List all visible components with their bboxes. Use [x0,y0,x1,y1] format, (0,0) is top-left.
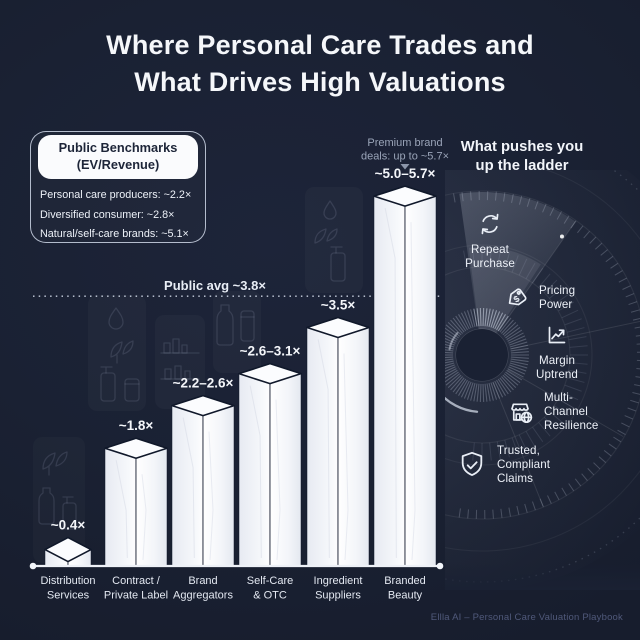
chart-text: ~5.0–5.7× [375,166,436,181]
ladder-label: Power [539,298,573,311]
bar-pillar [373,185,437,567]
chart-text: Public avg ~3.8× [164,278,266,293]
ladder-item-margin-uptrend: Margin Uptrend [521,320,593,382]
ladder-label: Uptrend [536,368,578,382]
benchmarks-heading-line-1: Public Benchmarks [58,140,178,155]
decor-panel [305,187,363,293]
bar-pillar [171,394,235,567]
chart-text: ~1.8× [119,418,154,433]
pump-bottle-icon [62,496,74,504]
leaf-icon [110,340,134,364]
benchmarks-card: Public Benchmarks (EV/Revenue) Personal … [30,131,206,243]
price-tag-icon: $ [500,282,532,314]
store-globe-icon [503,395,537,429]
tube-icon [124,378,140,402]
chart-text: Premium brand [367,137,442,149]
margin-chart-icon [542,320,572,350]
ladder-label: Multi- [544,391,573,404]
bar-category-label: Ingredient Suppliers [314,575,363,602]
bar-chart-graphic: Public avg ~3.8× ~0.4× Distribution Service… [29,137,449,602]
chart-text: deals: up to ~5.7× [361,151,449,163]
title-line-1: Where Personal Care Trades and [106,30,534,60]
tube-icon [240,310,255,342]
title-line-2: What Drives High Valuations [134,67,506,97]
shelf-icon [160,352,200,380]
ladder-label: Trusted, [497,444,540,457]
bar-category-label: Brand Aggregators [173,575,233,602]
ladder-label: Margin [538,354,576,367]
chart-text: ~2.6–3.1× [240,344,301,359]
bar-category-label: Contract / Private Label [104,575,168,602]
benchmark-item: Diversified consumer: ~2.8× [40,208,175,221]
pump-bottle-icon [330,246,343,254]
shield-check-icon [454,447,490,483]
ladder-item-trusted-claims: Trusted, Compliant Claims [454,444,550,487]
droplet-icon [108,307,124,330]
bar-pillar [44,536,92,567]
attribution: Ellla AI – Personal Care Valuation Playb… [430,612,623,623]
chart-text: ~2.2–2.6× [173,376,234,391]
valuation-bar-chart: Public avg ~3.8× ~0.4× Distribution Service… [15,125,455,625]
ladder-label: Repeat [471,243,509,256]
ladder-label: Claims [497,472,534,486]
dial-graphic [445,170,640,590]
repeat-icon [475,209,505,239]
ladder-item-pricing-power: $ Pricing Power [500,282,575,314]
ladder-heading-line-1: What pushes you [460,139,584,155]
pump-bottle-icon [330,252,346,282]
ladder-label: Channel [544,405,588,419]
benchmarks-list: Personal care producers: ~2.2× Diversifi… [31,179,205,245]
chart-text: ~0.4× [51,518,86,533]
leaf-icon [42,451,68,476]
leaf-icon [314,228,338,244]
page-title: Where Personal Care Trades and What Driv… [0,27,640,101]
ladder-label: Resilience [544,419,599,433]
bar-pillar [306,316,370,567]
bar-pillar [238,362,302,567]
ladder-label: Purchase [465,257,515,271]
down-triangle-marker [400,164,410,170]
decor-panel [155,315,205,409]
svg-text:$: $ [512,293,522,304]
shelf-bottles-icon [163,338,191,380]
chart-text: ~3.5× [321,298,356,313]
bar-category-label: Branded Beauty [384,575,426,602]
bar-category-label: Distribution Services [40,575,95,602]
ladder-label: Compliant [497,458,551,472]
benchmark-item: Natural/self-care brands: ~5.1× [40,228,189,241]
bottle-icon [38,487,55,525]
benchmark-item: Personal care producers: ~2.2× [40,189,192,201]
benchmarks-heading-line-2: (EV/Revenue) [76,156,160,172]
valuation-dial [445,170,640,590]
pump-bottle-icon [62,502,77,530]
ladder-item-repeat-purchase: Repeat Purchase [446,209,534,271]
ladder-heading: What pushes you up the ladder [437,138,607,176]
bottle-icon [216,304,234,346]
ladder-heading-line-2: up the ladder [475,158,569,174]
pump-bottle-icon [100,366,113,374]
bar-category-label: Self-Care & OTC [247,575,293,602]
bar-pillar [104,437,168,567]
droplet-icon [323,200,337,220]
benchmarks-heading: Public Benchmarks (EV/Revenue) [38,135,198,179]
ladder-label: Pricing [539,283,576,297]
background-decor [38,187,363,530]
ladder-item-multi-channel: Multi- Channel Resilience [503,391,599,434]
pump-bottle-icon [100,372,116,402]
